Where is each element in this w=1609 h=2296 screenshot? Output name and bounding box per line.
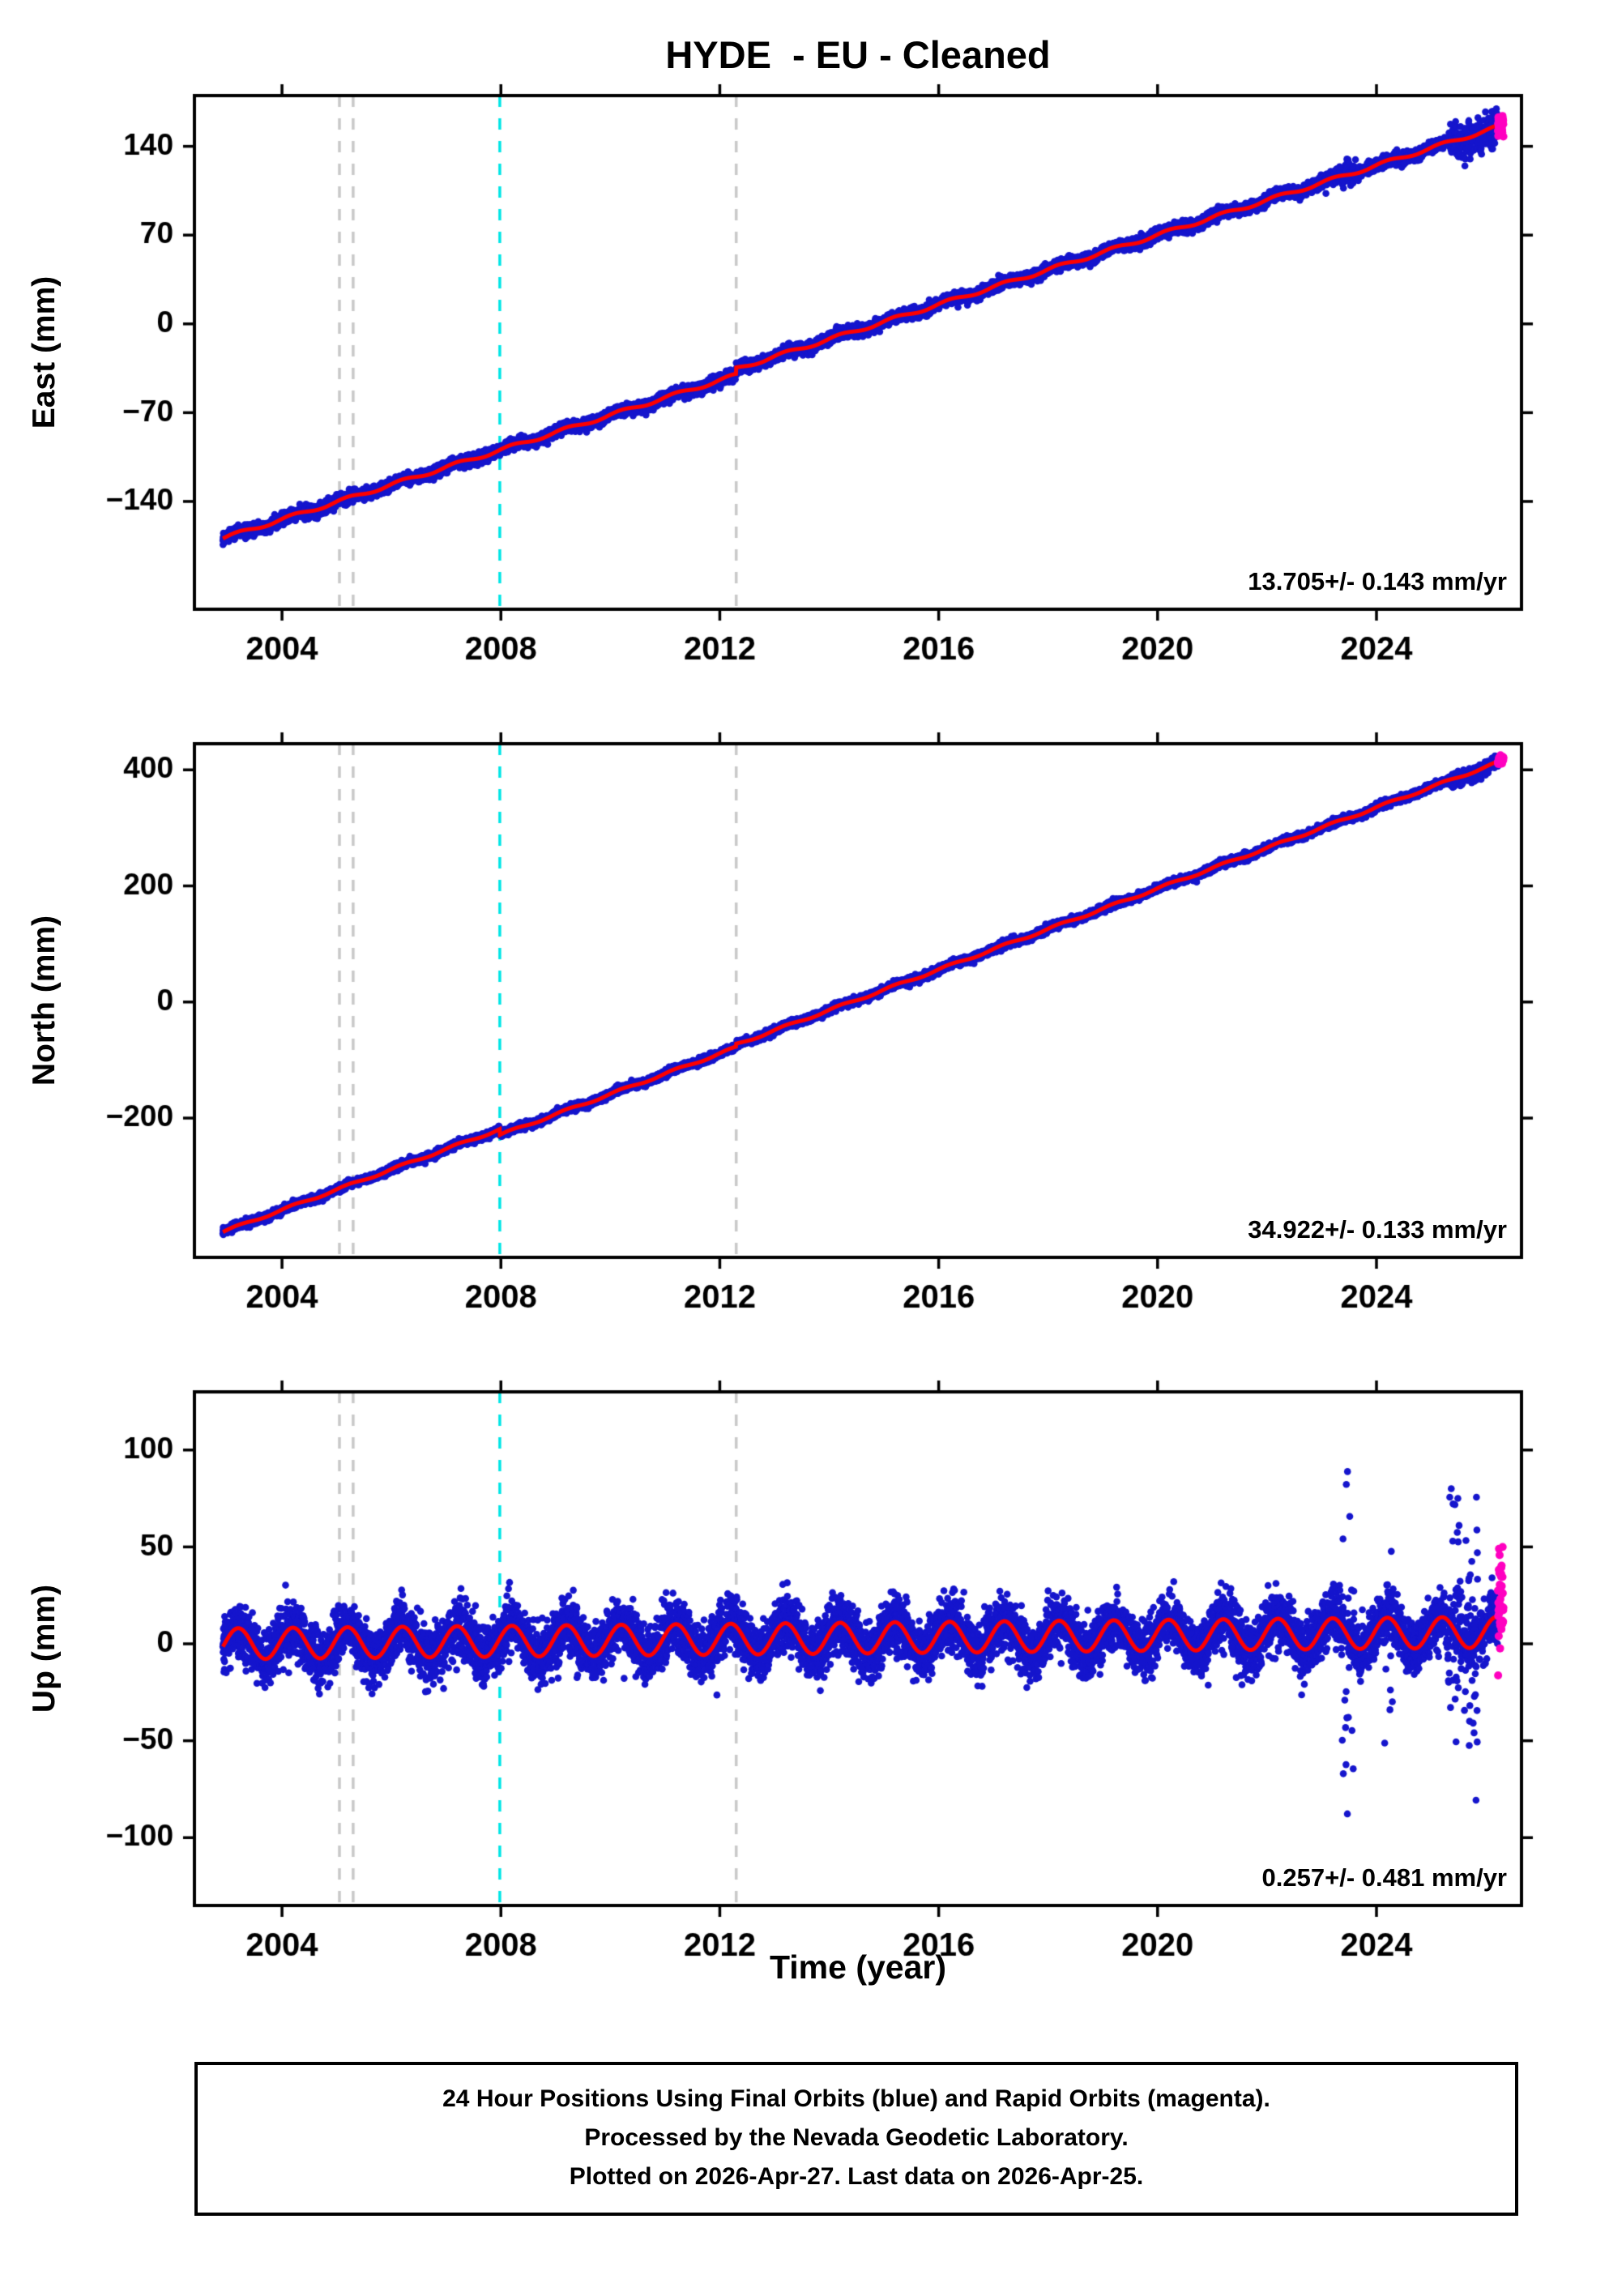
footer-box: 24 Hour Positions Using Final Orbits (bl… xyxy=(194,2062,1518,2216)
north-axis-label: North (mm) xyxy=(27,915,62,1086)
up-axis-label: Up (mm) xyxy=(27,1584,62,1713)
footer-line-processed: Processed by the Nevada Geodetic Laborat… xyxy=(584,2124,1129,2151)
east-axis-label: East (mm) xyxy=(27,275,62,429)
north-rate-annotation: 34.922+/- 0.133 mm/yr xyxy=(1248,1215,1507,1244)
time-axis-label: Time (year) xyxy=(769,1948,946,1986)
up-rate-annotation: 0.257+/- 0.481 mm/yr xyxy=(1261,1863,1507,1892)
footer-line-orbits: 24 Hour Positions Using Final Orbits (bl… xyxy=(442,2085,1270,2112)
chart-title: HYDE - EU - Cleaned xyxy=(665,33,1051,76)
footer-line-dates: Plotted on 2026-Apr-27. Last data on 202… xyxy=(569,2163,1144,2190)
east-rate-annotation: 13.705+/- 0.143 mm/yr xyxy=(1248,567,1507,595)
